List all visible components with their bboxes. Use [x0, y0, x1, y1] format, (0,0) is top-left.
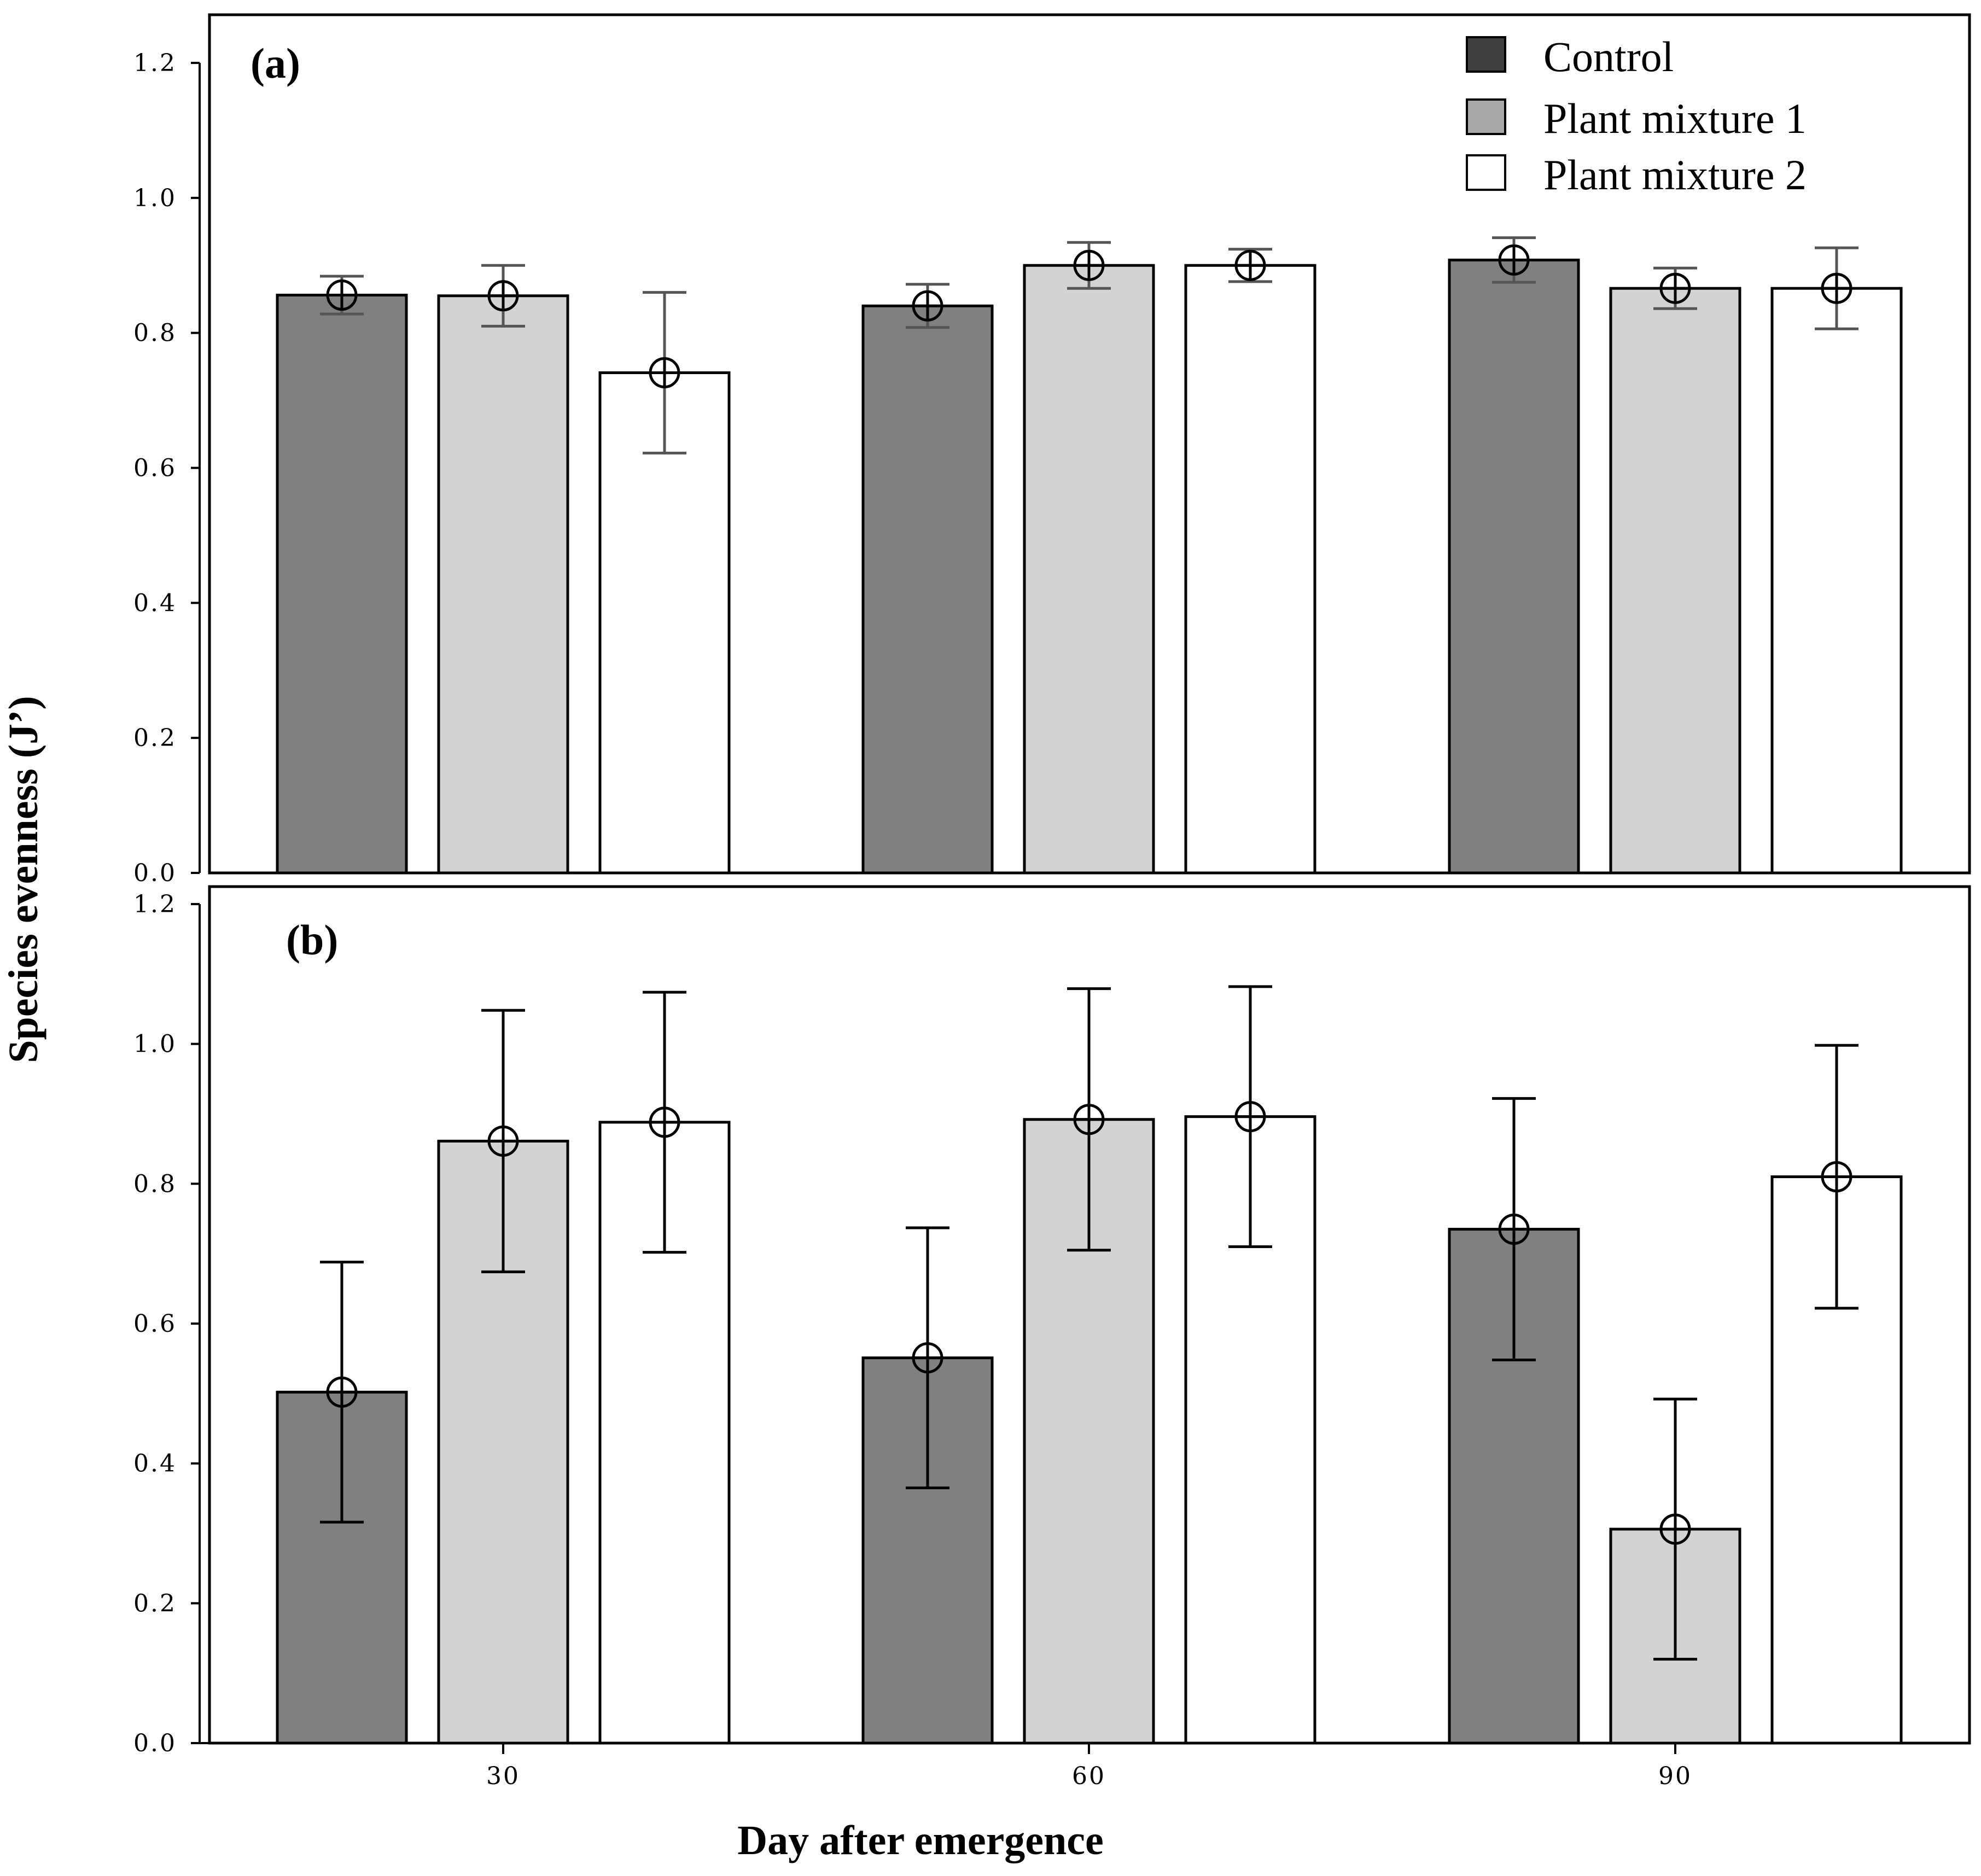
y-axis-title: Species evenness (J’) [1, 696, 46, 1063]
mean-marker-control-90 [1498, 244, 1530, 276]
mean-marker-plant-mixture-2-60 [1234, 1101, 1266, 1133]
bar-control-90 [1448, 258, 1580, 875]
x-axis-title: Day after emergence [737, 1817, 1104, 1863]
mean-marker-plant-mixture-2-30 [649, 1106, 680, 1138]
panel-a-bars [276, 236, 1903, 875]
panel-b-y-tick-label: 0.8 [133, 1170, 177, 1198]
panel-b-y-tick-label: 1.0 [133, 1030, 177, 1058]
mean-marker-control-90 [1498, 1213, 1530, 1245]
mean-marker-plant-mixture-1-30 [487, 280, 519, 312]
panel-a-y-tick-label: 0.6 [133, 455, 177, 482]
mean-marker-control-60 [912, 1342, 943, 1374]
bar-plant-mixture-1-90 [1609, 287, 1741, 875]
bar-plant-mixture-1-30 [437, 294, 569, 875]
x-tick-label: 90 [1658, 1762, 1692, 1790]
legend-swatch-plant-mixture-2 [1466, 154, 1506, 191]
mean-marker-plant-mixture-2-30 [649, 357, 680, 388]
mean-marker-control-30 [326, 279, 358, 311]
panel-b-y-tick-label: 0.0 [133, 1729, 177, 1757]
panel-a: 0.0 0.2 0.4 0.6 0.8 1.0 1.2 (a) [133, 13, 1971, 887]
bar-plant-mixture-1-60 [1023, 264, 1155, 875]
x-tick-label: 60 [1072, 1762, 1106, 1790]
x-tick-label: 30 [486, 1762, 520, 1790]
panel-b: 0.0 0.2 0.4 0.6 0.8 1.0 1.2 30 60 90 (b) [133, 885, 1971, 1790]
panel-a-y-tick-label: 0.0 [133, 859, 177, 887]
legend-label-plant-mixture-1: Plant mixture 1 [1543, 95, 1807, 142]
panel-a-y-tick-label: 0.4 [133, 589, 177, 617]
mean-marker-control-30 [326, 1376, 358, 1408]
panel-a-y-tick-label: 0.2 [133, 724, 177, 752]
bar-control-60 [861, 304, 994, 875]
panel-a-y-axis: 0.0 0.2 0.4 0.6 0.8 1.0 1.2 [133, 49, 201, 887]
legend-swatch-control [1466, 36, 1506, 73]
legend-label-control: Control [1543, 33, 1674, 80]
legend: Control Plant mixture 1 Plant mixture 2 [1466, 33, 1807, 199]
bar-plant-mixture-2-60 [1184, 264, 1316, 875]
panel-b-bars [276, 985, 1903, 1745]
panel-b-y-axis: 0.0 0.2 0.4 0.6 0.8 1.0 1.2 [133, 890, 201, 1757]
panel-b-y-tick-label: 0.4 [133, 1450, 177, 1478]
mean-marker-plant-mixture-1-30 [487, 1125, 519, 1157]
panel-a-y-tick-label: 1.0 [133, 184, 177, 212]
mean-marker-plant-mixture-1-60 [1073, 1104, 1105, 1135]
panel-b-y-tick-label: 0.2 [133, 1589, 177, 1617]
bar-control-30 [276, 294, 408, 875]
bar-plant-mixture-2-90 [1770, 287, 1903, 875]
legend-swatch-plant-mixture-1 [1466, 98, 1506, 135]
panel-b-label: (b) [286, 916, 338, 964]
mean-marker-plant-mixture-1-60 [1073, 249, 1105, 281]
panel-a-y-tick-label: 0.8 [133, 319, 177, 347]
mean-marker-plant-mixture-2-90 [1821, 272, 1852, 304]
mean-marker-control-60 [912, 290, 943, 322]
mean-marker-plant-mixture-1-90 [1659, 272, 1691, 304]
mean-marker-plant-mixture-2-90 [1821, 1161, 1852, 1193]
panel-b-y-tick-label: 0.6 [133, 1310, 177, 1338]
panel-a-y-tick-label: 1.2 [133, 49, 177, 77]
panel-b-y-tick-label: 1.2 [133, 890, 177, 918]
mean-marker-plant-mixture-2-60 [1234, 249, 1266, 281]
mean-marker-plant-mixture-1-90 [1659, 1513, 1691, 1545]
bar-plant-mixture-2-30 [598, 371, 731, 875]
legend-label-plant-mixture-2: Plant mixture 2 [1543, 151, 1807, 199]
panel-a-label: (a) [250, 39, 300, 87]
